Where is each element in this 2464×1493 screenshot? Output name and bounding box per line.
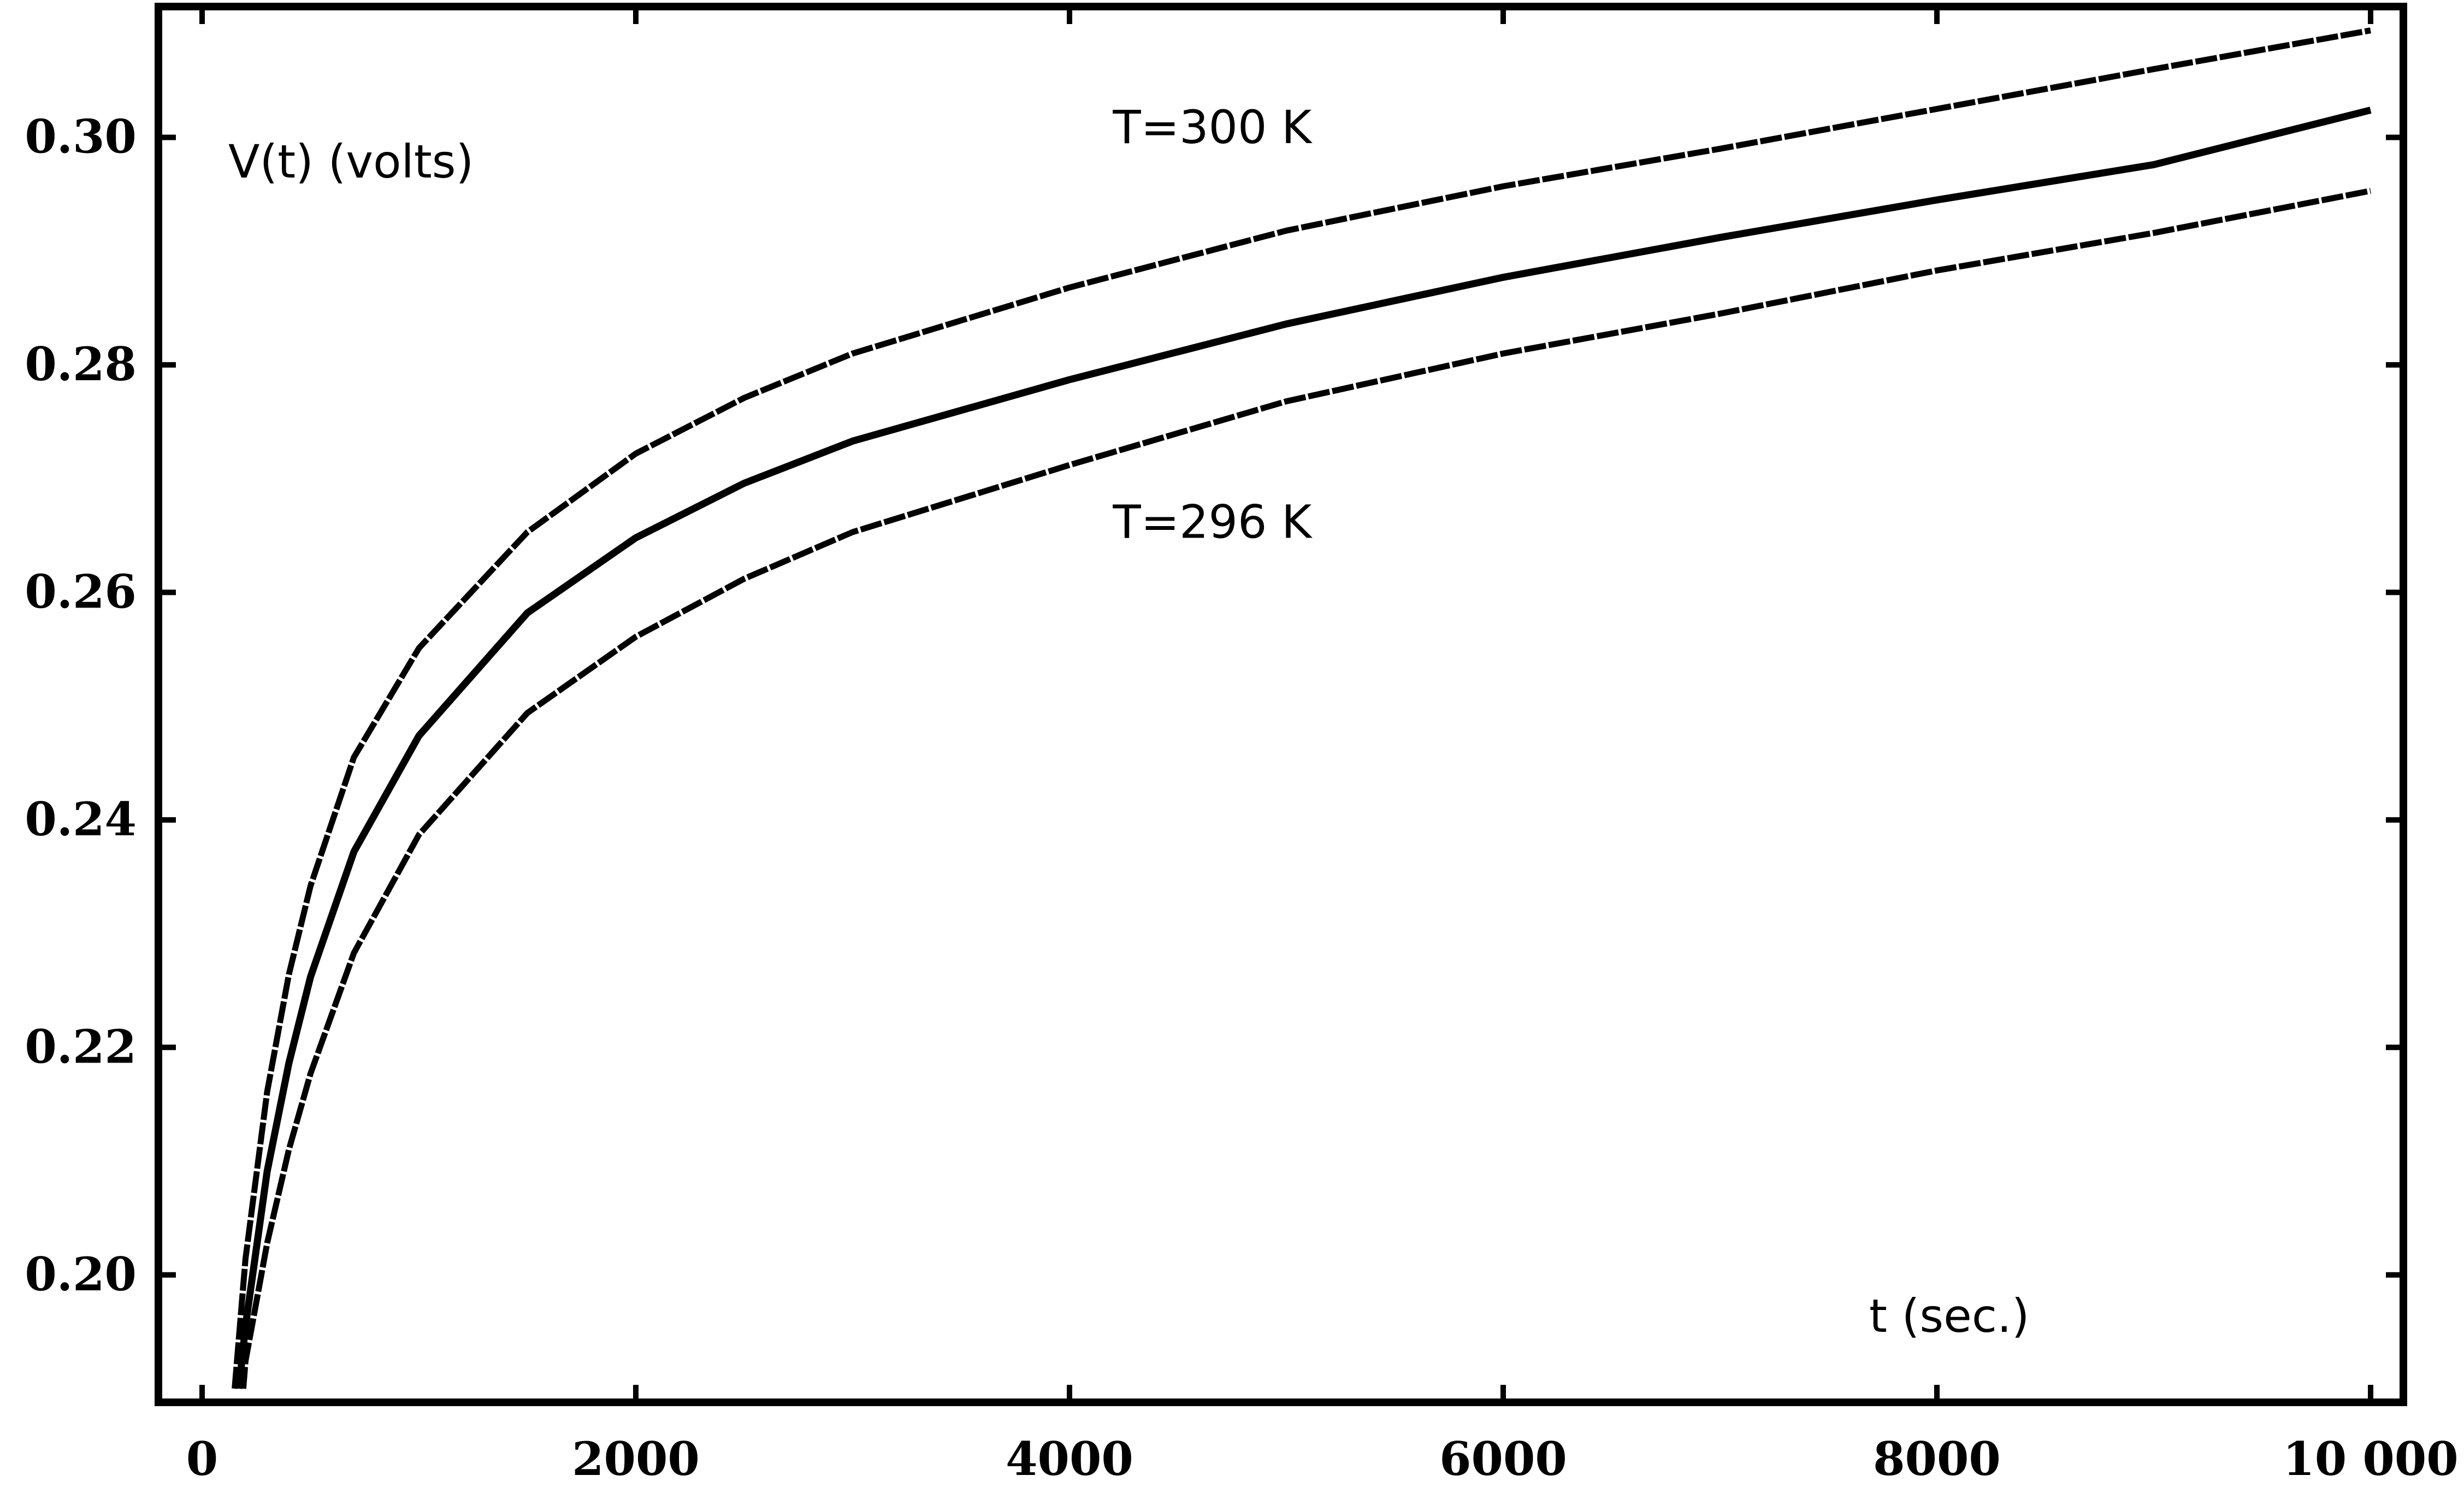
x-tick-label: 2000 xyxy=(572,1432,700,1486)
y-tick-label: 0.20 xyxy=(25,1247,137,1301)
y-tick-label: 0.26 xyxy=(25,564,137,618)
series-line-2 xyxy=(235,107,2372,1389)
series-layer xyxy=(232,27,2372,1389)
y-tick-label: 0.28 xyxy=(25,337,137,391)
x-tick-label: 4000 xyxy=(1006,1432,1133,1486)
y-axis-label: V(t) (volts) xyxy=(228,135,474,188)
y-tick-label: 0.30 xyxy=(25,109,137,163)
x-tick-label: 8000 xyxy=(1873,1432,2001,1486)
series-line-3 xyxy=(240,187,2372,1389)
y-tick-label: 0.22 xyxy=(25,1019,137,1073)
labels-layer: V(t) (volts) t (sec.) 0 2000 4000 6000 8000 1… xyxy=(25,101,2458,1486)
curve-annotation: T=296 K xyxy=(1112,495,1313,548)
x-axis-label: t (sec.) xyxy=(1869,1289,2030,1343)
series-line-1 xyxy=(232,27,2371,1389)
curve-annotation: T=300 K xyxy=(1112,101,1313,154)
x-tick-label: 10 000 xyxy=(2283,1432,2458,1486)
x-tick-label: 0 xyxy=(186,1432,218,1486)
x-tick-label: 6000 xyxy=(1439,1432,1567,1486)
y-tick-label: 0.24 xyxy=(25,792,137,846)
plot-frame xyxy=(155,3,2407,1406)
